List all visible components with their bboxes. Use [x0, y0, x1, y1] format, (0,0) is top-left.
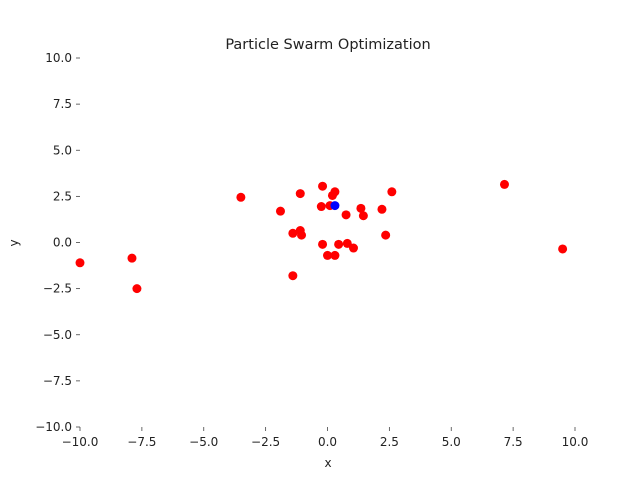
particle-point — [318, 239, 328, 249]
y-tick-label: −2.5 — [43, 282, 72, 296]
particle-point — [342, 238, 352, 248]
y-tick-label: 2.5 — [53, 189, 72, 203]
particle-point — [323, 250, 332, 260]
chart-title: Particle Swarm Optimization — [225, 37, 430, 53]
particle-point — [75, 258, 85, 268]
particle-point — [275, 206, 285, 216]
y-axis: −10.0 −7.5 −5.0 −2.5 0.0 2.5 5.0 7.5 10.0 — [35, 51, 80, 434]
x-tick-label: 7.5 — [504, 435, 523, 449]
particle-point — [127, 253, 137, 263]
x-tick-label: 10.0 — [562, 435, 589, 449]
particle-point — [288, 271, 298, 281]
y-tick-label: 7.5 — [53, 97, 72, 111]
y-axis-label: y — [7, 239, 21, 246]
particle-point — [377, 204, 387, 214]
particle-point — [132, 284, 142, 294]
particle-point — [356, 203, 366, 213]
x-tick-label: 0.0 — [318, 435, 337, 449]
particle-point — [297, 230, 307, 240]
x-axis: −10.0 −7.5 −5.0 −2.5 0.0 2.5 5.0 7.5 10.0 — [62, 427, 589, 449]
x-tick-label: −2.5 — [251, 435, 280, 449]
x-tick-label: −10.0 — [62, 435, 99, 449]
y-tick-label: 0.0 — [53, 236, 72, 250]
particle-point — [295, 189, 305, 199]
y-tick-label: 5.0 — [53, 143, 72, 157]
y-tick-label: 10.0 — [45, 51, 72, 65]
particle-point — [558, 244, 568, 254]
particle-point — [330, 187, 340, 197]
x-tick-label: 5.0 — [442, 435, 461, 449]
y-tick-label: −7.5 — [43, 374, 72, 388]
particle-point — [499, 179, 509, 189]
particle-point — [358, 211, 368, 221]
scatter-points — [75, 179, 568, 294]
particle-point — [381, 230, 391, 240]
particle-point — [348, 243, 358, 253]
best-particle-point — [330, 201, 340, 211]
particle-point — [288, 228, 298, 238]
x-tick-label: 2.5 — [380, 435, 399, 449]
x-tick-label: −7.5 — [127, 435, 156, 449]
y-tick-label: −5.0 — [43, 328, 72, 342]
particle-point — [334, 239, 344, 249]
particle-point — [316, 202, 326, 212]
particle-point — [318, 181, 328, 191]
particle-point — [236, 192, 246, 202]
x-axis-label: x — [324, 456, 331, 470]
y-tick-label: −10.0 — [35, 420, 72, 434]
particle-point — [330, 250, 340, 260]
particle-point — [341, 210, 351, 220]
x-tick-label: −5.0 — [189, 435, 218, 449]
particle-point — [387, 187, 397, 197]
